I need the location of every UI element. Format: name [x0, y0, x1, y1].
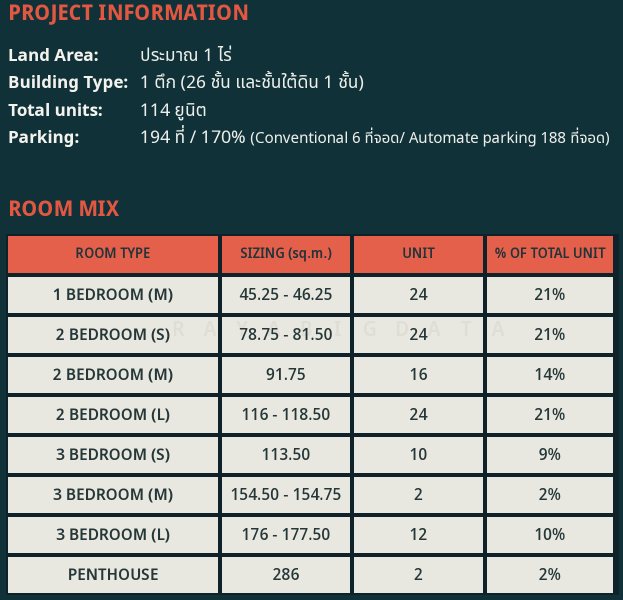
cell-pct: 21% — [487, 277, 613, 313]
cell-room_type: 1 BEDROOM (M) — [8, 277, 218, 313]
cell-pct: 21% — [487, 397, 613, 433]
cell-sizing: 78.75 - 81.50 — [222, 317, 350, 353]
cell-pct: 2% — [487, 557, 613, 593]
info-label: Building Type: — [8, 70, 129, 97]
info-row: Land Area: ประมาณ 1 ไร่ — [8, 42, 620, 69]
column-header: % OF TOTAL UNIT — [487, 236, 613, 273]
cell-sizing: 45.25 - 46.25 — [222, 277, 350, 313]
cell-room_type: 3 BEDROOM (L) — [8, 517, 218, 553]
cell-room_type: 3 BEDROOM (S) — [8, 437, 218, 473]
cell-unit: 12 — [354, 517, 483, 553]
room-mix-heading: ROOM MIX — [8, 192, 120, 226]
column-header: ROOM TYPE — [8, 236, 218, 273]
room-mix-table: ROOM TYPE SIZING (sq.m.) UNIT% OF TOTAL UN… — [6, 234, 619, 595]
cell-unit: 2 — [354, 477, 483, 513]
cell-sizing: 154.50 - 154.75 — [222, 477, 350, 513]
cell-room_type: 2 BEDROOM (S) — [8, 317, 218, 353]
cell-unit: 24 — [354, 397, 483, 433]
cell-room_type: 3 BEDROOM (M) — [8, 477, 218, 513]
cell-unit: 24 — [354, 317, 483, 353]
project-info-list: Land Area: ประมาณ 1 ไร่ Building Type: 1 ตึ… — [8, 42, 620, 152]
cell-sizing: 286 — [222, 557, 350, 593]
cell-unit: 16 — [354, 357, 483, 393]
info-value: 114 ยูนิต — [140, 96, 207, 124]
cell-unit: 24 — [354, 277, 483, 313]
info-label: Parking: — [8, 125, 80, 152]
cell-sizing: 91.75 — [222, 357, 350, 393]
cell-sizing: 176 - 177.50 — [222, 517, 350, 553]
cell-sizing: 116 - 118.50 — [222, 397, 350, 433]
info-row: Building Type: 1 ตึก (26 ชั้น และชั้นใต้ด… — [8, 69, 620, 96]
info-value: 1 ตึก (26 ชั้น และชั้นใต้ดิน 1 ชั้น) — [140, 69, 364, 97]
info-value: ประมาณ 1 ไร่ — [140, 41, 232, 69]
cell-pct: 9% — [487, 437, 613, 473]
cell-sizing: 113.50 — [222, 437, 350, 473]
cell-unit: 2 — [354, 557, 483, 593]
column-header: SIZING (sq.m.) — [222, 236, 350, 273]
info-label: Total units: — [8, 97, 103, 124]
cell-pct: 21% — [487, 317, 613, 353]
cell-pct: 2% — [487, 477, 613, 513]
column-header: UNIT — [354, 236, 483, 273]
cell-room_type: PENTHOUSE — [8, 557, 218, 593]
info-value: 194 ที่ / 170% — [140, 124, 246, 152]
cell-pct: 14% — [487, 357, 613, 393]
cell-room_type: 2 BEDROOM (M) — [8, 357, 218, 393]
info-row: Parking: 194 ที่ / 170% (Conventional 6 ที… — [8, 124, 620, 151]
info-row: Total units: 114 ยูนิต — [8, 97, 620, 124]
cell-unit: 10 — [354, 437, 483, 473]
cell-room_type: 2 BEDROOM (L) — [8, 397, 218, 433]
info-label: Land Area: — [8, 42, 99, 69]
info-note: (Conventional 6 ที่จอด/ Automate parking… — [250, 127, 610, 151]
cell-pct: 10% — [487, 517, 613, 553]
project-information-heading: PROJECT INFORMATION — [8, 0, 249, 31]
